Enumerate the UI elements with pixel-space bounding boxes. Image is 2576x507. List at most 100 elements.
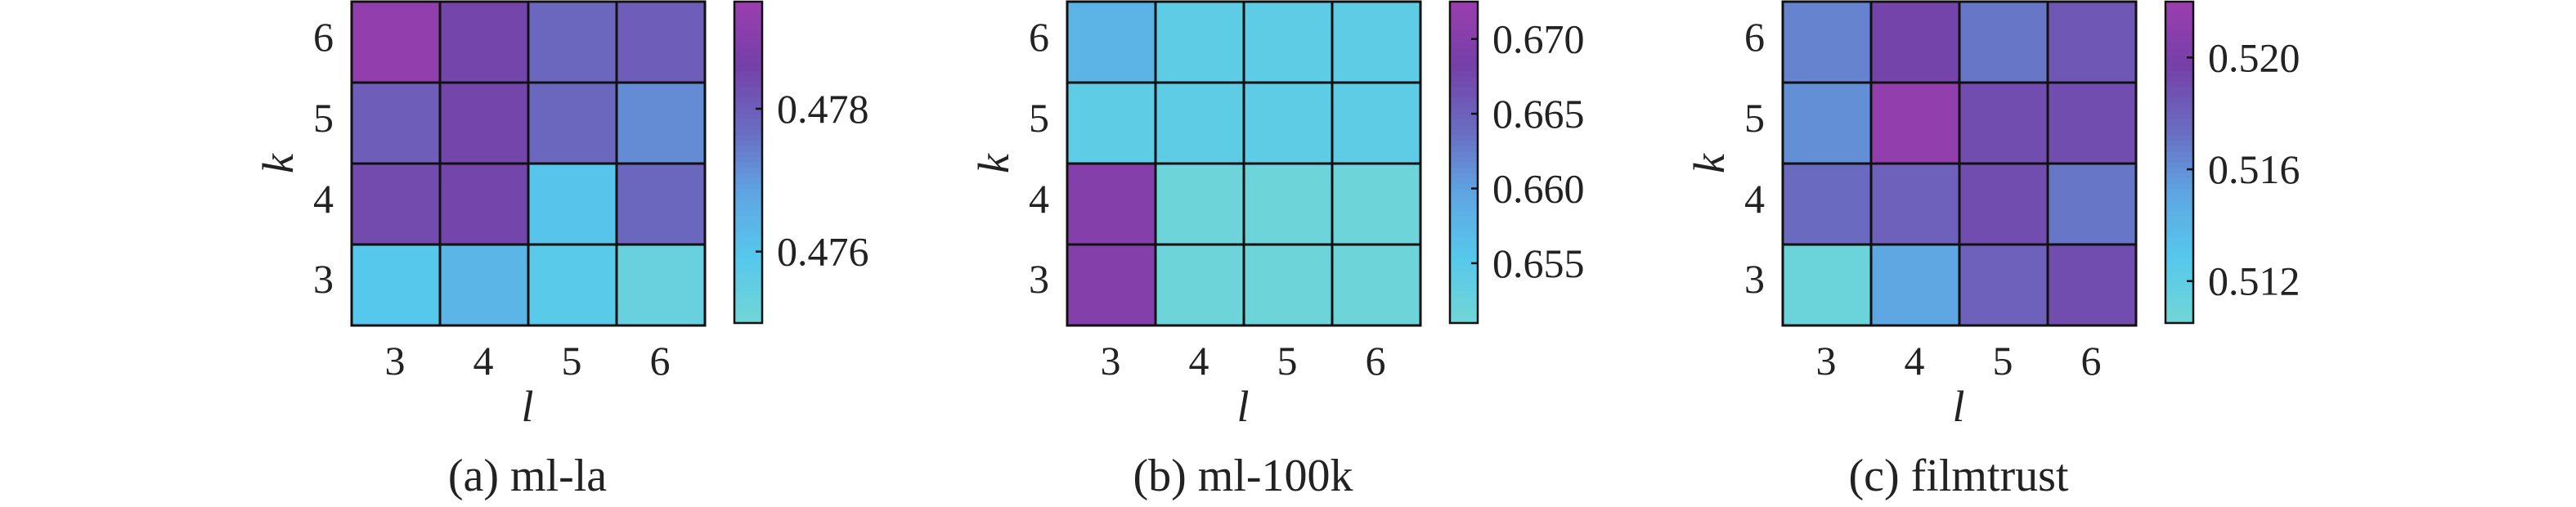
- colorbar-segment: [734, 312, 762, 319]
- heatmap-cell: [615, 0, 707, 84]
- heatmap-cell: [615, 243, 707, 327]
- colorbar-segment: [2165, 258, 2193, 265]
- heatmap-cell: [1242, 162, 1334, 246]
- heatmap-cell: [1869, 162, 1961, 246]
- colorbar-segment: [1450, 285, 1478, 292]
- colorbar-segment: [1450, 216, 1478, 222]
- heatmap-cell: [1066, 162, 1157, 246]
- colorbar-segment: [734, 12, 762, 19]
- colorbar-segment: [1450, 135, 1478, 141]
- heatmap-cell: [2046, 81, 2138, 165]
- y-axis-label: k: [1685, 153, 1734, 173]
- colorbar-segment: [734, 61, 762, 67]
- colorbar-segment: [2165, 124, 2193, 131]
- colorbar-segment: [1450, 307, 1478, 313]
- colorbar-segment: [734, 221, 762, 227]
- colorbar-segment: [734, 34, 762, 40]
- colorbar-segment: [1450, 124, 1478, 131]
- colorbar-segment: [2165, 82, 2193, 88]
- colorbar-segment: [2165, 204, 2193, 212]
- colorbar: 0.476 0.478: [733, 0, 869, 325]
- colorbar-segment: [1450, 227, 1478, 233]
- colorbar-segment: [1450, 173, 1478, 179]
- colorbar-segment: [2165, 34, 2193, 40]
- colorbar-segment: [2165, 12, 2193, 19]
- colorbar-segment: [1450, 178, 1478, 185]
- colorbar-segment: [734, 269, 762, 276]
- x-tick-label: 4: [1905, 338, 1925, 384]
- colorbar-segment: [734, 275, 762, 281]
- colorbar-tick-label: 0.516: [2208, 146, 2300, 192]
- heatmap-cell: [350, 81, 442, 165]
- x-tick-label: 4: [1189, 338, 1209, 384]
- colorbar-segment: [734, 151, 762, 158]
- colorbar-segment: [734, 307, 762, 313]
- y-tick-label: 6: [1029, 14, 1049, 60]
- colorbar-segment: [1450, 183, 1478, 190]
- heatmap-cell: [438, 162, 530, 246]
- colorbar-segment: [734, 7, 762, 13]
- panel-caption: (b) ml-100k: [1133, 451, 1353, 501]
- colorbar-segment: [734, 135, 762, 141]
- colorbar-segment: [1450, 301, 1478, 307]
- colorbar-segment: [1450, 119, 1478, 126]
- colorbar-segment: [2165, 178, 2193, 185]
- heatmap-cell: [615, 162, 707, 246]
- heatmap-cell: [1331, 243, 1422, 327]
- colorbar-segment: [1450, 109, 1478, 115]
- colorbar-segment: [1450, 237, 1478, 244]
- colorbar-segment: [1450, 189, 1478, 195]
- colorbar-segment: [1450, 156, 1478, 164]
- heatmap-cell: [2046, 162, 2138, 246]
- colorbar-segment: [2165, 210, 2193, 217]
- y-tick-label: 3: [1029, 256, 1049, 302]
- heatmap-cell: [1958, 0, 2049, 84]
- heatmap-cell: [527, 162, 618, 246]
- colorbar-segment: [734, 178, 762, 185]
- colorbar-segment: [734, 210, 762, 217]
- heatmap-cell: [438, 243, 530, 327]
- colorbar-segment: [1450, 210, 1478, 217]
- heatmap-cell: [1066, 0, 1157, 84]
- colorbar-segment: [734, 168, 762, 174]
- heatmap-cell: [1331, 81, 1422, 165]
- colorbar-segment: [1450, 146, 1478, 152]
- colorbar-segment: [2165, 135, 2193, 141]
- colorbar-tick-label: 0.655: [1492, 240, 1585, 286]
- colorbar-segment: [2165, 28, 2193, 34]
- colorbar-segment: [1450, 71, 1478, 78]
- x-axis-label: l: [521, 382, 533, 431]
- colorbar-segment: [734, 216, 762, 222]
- colorbar-segment: [2165, 231, 2193, 238]
- colorbar-segment: [2165, 141, 2193, 147]
- colorbar-segment: [734, 76, 762, 83]
- colorbar-segment: [734, 17, 762, 24]
- colorbar-segment: [734, 204, 762, 212]
- heatmap-cell: [1958, 81, 2049, 165]
- colorbar-segment: [2165, 237, 2193, 244]
- heatmap-cell: [1331, 162, 1422, 246]
- colorbar-segment: [2165, 76, 2193, 83]
- colorbar-segment: [2165, 23, 2193, 29]
- colorbar-segment: [1450, 162, 1478, 168]
- heatmap-cell: [1781, 0, 1873, 84]
- heatmap-panel-ml-la: 6 5 4 3 3 4 5 6 l k 0.476 0.478 (a) ml-la: [254, 0, 869, 501]
- colorbar-segment: [734, 253, 762, 259]
- colorbar-segment: [734, 173, 762, 179]
- colorbar-segment: [734, 65, 762, 72]
- colorbar-segment: [734, 23, 762, 29]
- colorbar-segment: [2165, 2, 2193, 8]
- colorbar-tick-label: 0.670: [1492, 16, 1585, 62]
- colorbar-segment: [1450, 296, 1478, 303]
- y-tick-label: 3: [313, 256, 334, 302]
- colorbar-segment: [2165, 97, 2193, 105]
- x-axis-label: l: [1952, 382, 1964, 431]
- colorbar-segment: [1450, 151, 1478, 158]
- colorbar-segment: [2165, 200, 2193, 206]
- heatmap-cell: [1154, 162, 1245, 246]
- colorbar-segment: [1450, 76, 1478, 83]
- heatmap-cell: [1869, 0, 1961, 84]
- colorbar-segment: [2165, 38, 2193, 45]
- colorbar-segment: [1450, 34, 1478, 40]
- colorbar-segment: [1450, 168, 1478, 174]
